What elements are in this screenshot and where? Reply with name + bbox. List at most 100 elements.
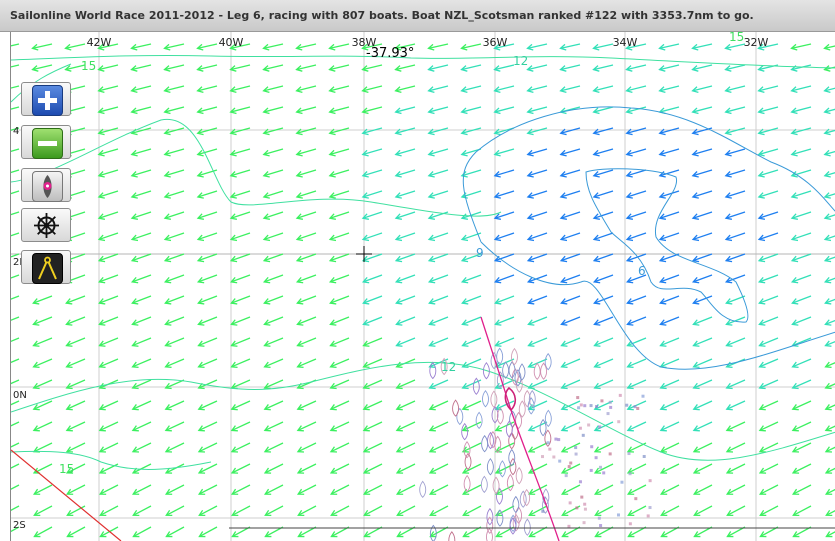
fleet-boat <box>523 488 531 507</box>
wind-arrow <box>230 421 251 432</box>
wind-arrow <box>31 64 53 72</box>
wind-arrow <box>625 43 647 51</box>
wind-arrow <box>362 421 383 432</box>
wind-arrow <box>262 274 284 284</box>
wind-arrow <box>824 298 835 305</box>
wind-arrow <box>625 85 647 93</box>
wind-arrow <box>593 442 614 453</box>
wind-arrow <box>264 505 284 517</box>
fleet-boat <box>528 389 536 408</box>
wind-arrow <box>329 484 350 495</box>
fleet-boat <box>541 496 549 514</box>
fleet-dot <box>583 507 587 511</box>
wind-arrow <box>725 379 746 390</box>
fleet-boat <box>463 441 471 459</box>
wind-arrow <box>559 85 581 93</box>
zoom-in-button[interactable] <box>21 82 71 116</box>
fleet-dot <box>576 396 580 400</box>
fleet-boat <box>544 429 552 447</box>
wind-arrow <box>197 400 218 411</box>
wind-arrow <box>559 127 581 136</box>
exclusion-line <box>11 449 122 541</box>
longitude-label: 42W <box>86 36 112 49</box>
wind-arrow <box>196 106 218 115</box>
fleet-boat <box>452 399 460 417</box>
wind-arrow <box>229 169 251 178</box>
wind-arrow <box>692 316 713 326</box>
wind-arrow <box>526 127 548 136</box>
wind-arrow <box>229 148 251 157</box>
wind-arrow <box>330 505 350 517</box>
wind-arrow <box>11 232 20 237</box>
latitude-label: 0N <box>13 390 27 401</box>
wind-arrow <box>791 421 812 432</box>
wind-arrow <box>65 400 86 411</box>
fleet-boat <box>523 518 531 536</box>
wind-arrow <box>97 127 119 136</box>
wind-arrow <box>526 148 548 157</box>
wind-arrow <box>790 106 812 115</box>
wind-arrow <box>295 43 317 51</box>
latitude-label: 4 <box>13 126 20 137</box>
wind-contours <box>11 54 835 470</box>
wind-arrow <box>328 190 350 199</box>
wind-arrow <box>658 232 680 242</box>
wind-arrow <box>825 531 835 538</box>
wind-arrow <box>758 358 779 369</box>
compass-dividers-icon <box>32 253 63 284</box>
wind-arrow <box>626 295 647 305</box>
fleet-boat <box>512 495 520 514</box>
wind-arrow <box>790 64 812 72</box>
wind-arrow <box>196 85 218 93</box>
fleet-boat <box>515 411 523 430</box>
wind-arrow <box>361 232 383 242</box>
race-map[interactable]: -37.93° 42W 40W 38W 36W 34W 32W 4 2N 0N … <box>10 32 835 541</box>
fleet-boat <box>487 431 494 450</box>
wind-arrow <box>659 295 680 305</box>
wind-arrow <box>296 337 317 347</box>
fleet-boat <box>505 420 513 438</box>
wind-arrow <box>230 316 251 326</box>
wind-arrow <box>361 190 383 199</box>
map-canvas[interactable] <box>11 32 835 541</box>
wind-arrow <box>97 232 119 242</box>
wind-arrow <box>692 379 713 390</box>
fleet-dot <box>582 521 586 525</box>
wind-arrow <box>790 274 812 284</box>
wind-arrow <box>263 379 284 390</box>
wind-arrow <box>428 400 449 411</box>
wind-arrow <box>725 421 746 432</box>
fleet-boat <box>508 448 516 467</box>
wind-arrow <box>560 400 581 411</box>
fleet-boat <box>448 531 456 541</box>
wind-arrow <box>725 295 746 305</box>
fleet-dot <box>599 465 603 469</box>
wind-arrow <box>693 505 713 517</box>
wind-arrow <box>759 505 779 517</box>
wind-arrow <box>526 169 548 178</box>
wind-arrow <box>792 526 812 538</box>
wind-arrow <box>625 232 647 242</box>
wind-arrow <box>97 169 119 178</box>
helm-button[interactable] <box>21 208 71 242</box>
wind-arrow <box>758 442 779 453</box>
fleet-dot <box>618 393 622 397</box>
zoom-out-button[interactable] <box>21 125 71 159</box>
wind-arrow <box>658 274 680 284</box>
wind-arrow <box>691 274 713 284</box>
wind-arrow <box>791 379 812 390</box>
wind-arrow <box>592 127 614 136</box>
wind-arrow <box>97 148 119 157</box>
latitude-label: 2N <box>13 257 27 268</box>
fleet-boat <box>494 435 502 454</box>
center-boat-button[interactable] <box>21 168 71 202</box>
own-boat-icon[interactable] <box>504 386 517 412</box>
wind-arrow <box>262 85 284 93</box>
wind-arrow <box>724 64 746 72</box>
wind-arrow <box>164 442 185 453</box>
wind-arrow <box>263 421 284 432</box>
wind-arrow <box>790 190 812 199</box>
measure-button[interactable] <box>21 250 71 284</box>
fleet-dot <box>620 480 624 484</box>
wind-arrow <box>691 148 713 157</box>
